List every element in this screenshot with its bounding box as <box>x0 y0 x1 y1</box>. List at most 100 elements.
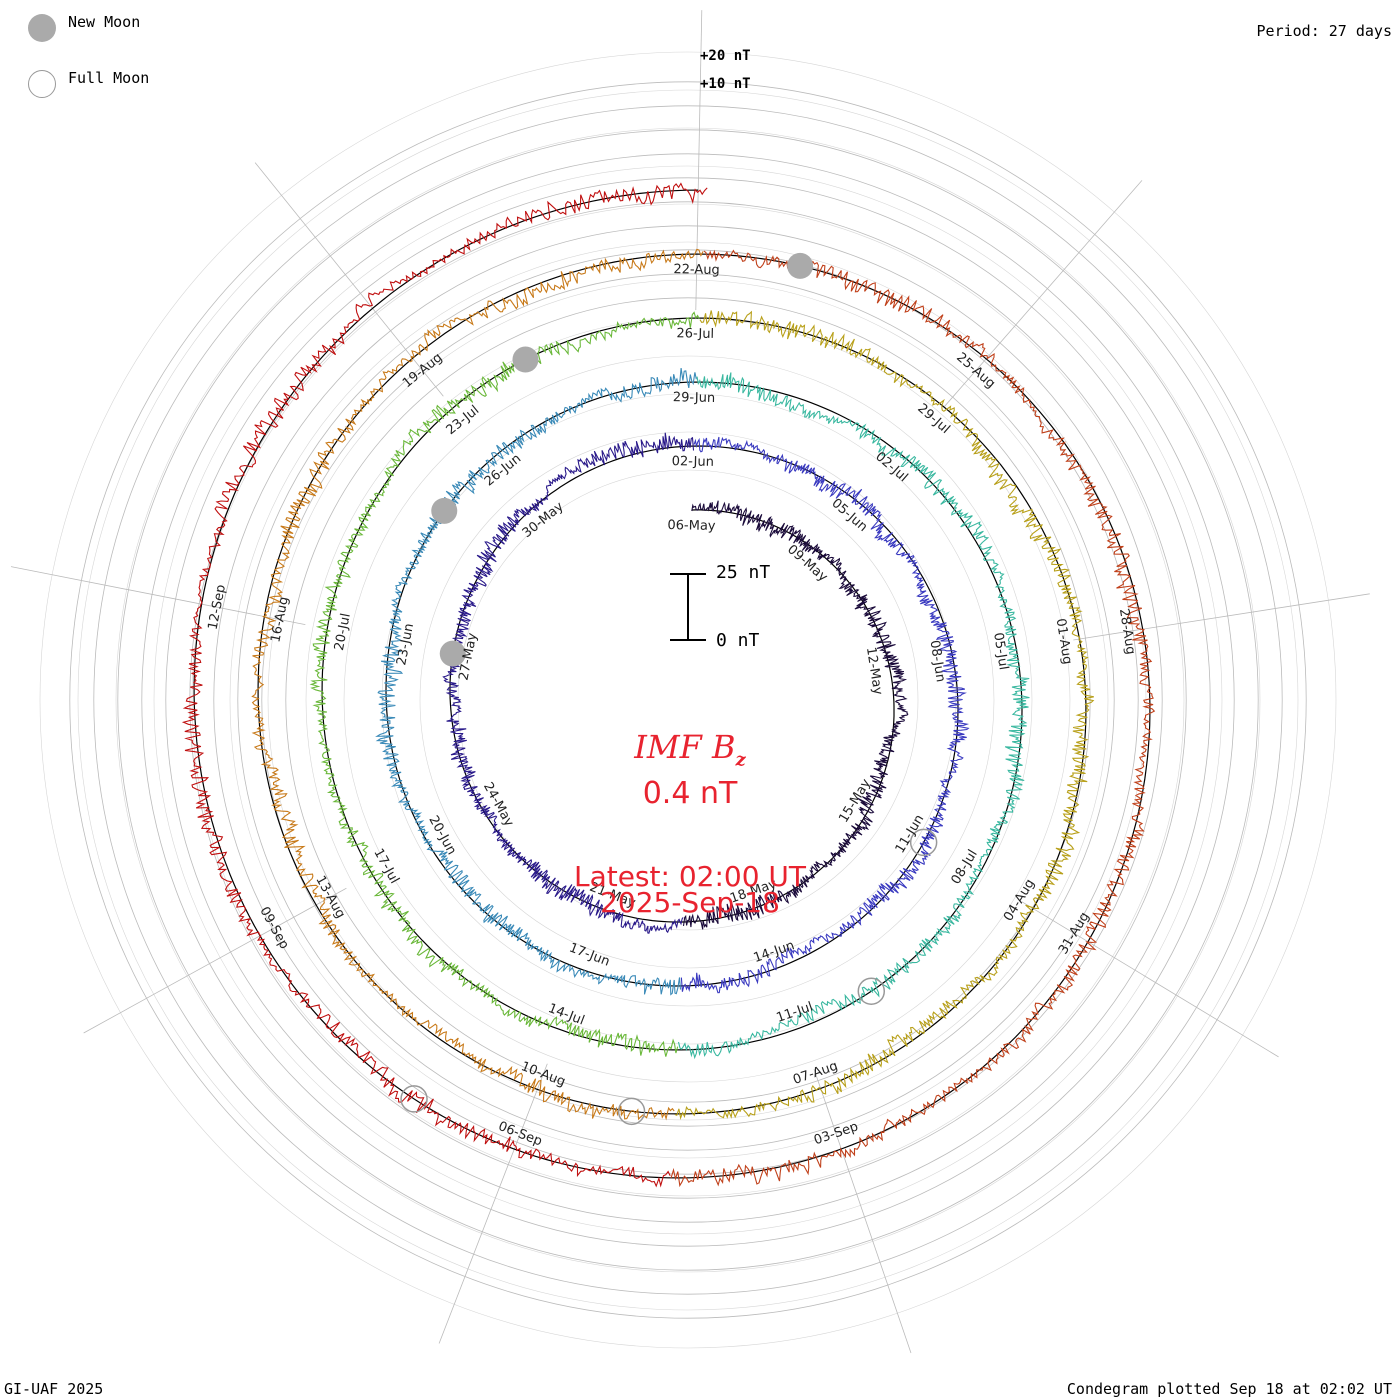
bz-series-segment <box>309 311 700 1057</box>
inner-gridline <box>305 317 1071 1083</box>
full-moon-icon <box>28 70 56 98</box>
chart-title-main: IMF B <box>634 728 736 766</box>
new-moon-marker <box>439 640 466 667</box>
date-label: 17-Jun <box>567 940 612 969</box>
bz-series-segment <box>181 182 708 1188</box>
credit-label: GI-UAF 2025 <box>4 1380 104 1398</box>
ring-scale-plus10: +10 nT <box>700 76 751 92</box>
date-label: 08-Jul <box>949 847 981 887</box>
inner-gridline <box>343 355 1033 1045</box>
ring-gridline <box>261 273 1115 1127</box>
radial-spoke <box>438 1063 548 1344</box>
inner-gridline <box>419 431 957 969</box>
date-label: 22-Aug <box>673 262 720 278</box>
date-label: 27-May <box>456 631 480 681</box>
full-moon-marker <box>617 1097 646 1126</box>
ring-gridlines <box>39 51 1337 1349</box>
ring-gridline <box>141 153 1235 1247</box>
date-label: 13-Aug <box>312 873 348 921</box>
bz-series-segment <box>674 310 1095 1121</box>
period-label: Period: 27 days <box>1256 22 1392 40</box>
radial-spoke <box>1021 901 1279 1058</box>
ring-gridline <box>165 177 1211 1223</box>
date-label: 29-Jun <box>673 390 716 406</box>
bz-series-segment <box>375 368 697 996</box>
legend-new-moon: New Moon <box>28 13 141 42</box>
date-label: 12-Sep <box>206 583 230 631</box>
date-label: 06-May <box>667 518 716 534</box>
date-label: 31-Aug <box>1056 910 1093 957</box>
date-label: 08-Jun <box>927 639 948 683</box>
plotted-timestamp: Condegram plotted Sep 18 at 02:02 UT <box>1066 1380 1392 1398</box>
scale-bar-top-label: 25 nT <box>716 562 771 583</box>
date-label: 05-Jul <box>990 632 1011 672</box>
inner-gridline <box>115 127 1261 1273</box>
date-label: 02-Jun <box>672 454 715 470</box>
new-moon-marker <box>512 346 539 373</box>
date-label: 20-Jun <box>425 813 459 857</box>
chart-title: IMF Bz <box>490 728 890 770</box>
radial-spoke <box>254 162 444 397</box>
ring-scale-plus20: +20 nT <box>700 48 751 64</box>
radial-spoke <box>83 887 347 1034</box>
ring-gridline <box>237 249 1139 1151</box>
inner-gridline <box>267 279 1109 1121</box>
date-label: 19-Aug <box>400 350 445 391</box>
bz-series-segment <box>251 248 704 1121</box>
current-value: 0.4 nT <box>642 776 738 811</box>
full-moon-marker <box>400 1085 428 1113</box>
latest-time: Latest: 02:00 UT <box>573 860 807 893</box>
scale-bar <box>670 573 706 641</box>
scale-bar-bottom-label: 0 nT <box>716 630 760 651</box>
ring-gridline <box>117 129 1259 1271</box>
radial-spoke <box>1073 593 1370 641</box>
ring-gridline <box>213 225 1163 1175</box>
inner-gridline <box>39 51 1337 1349</box>
new-moon-marker <box>787 252 814 279</box>
ring-gridline <box>93 105 1283 1295</box>
full-moon-marker <box>857 977 886 1005</box>
date-label: 04-Aug <box>1001 877 1038 924</box>
bz-series-segment <box>682 500 909 930</box>
bz-series <box>181 182 1156 1188</box>
radial-spoke <box>813 1068 912 1354</box>
ring-gridline <box>285 297 1091 1103</box>
date-labels: 06-May09-May12-May15-May18-May21-May24-M… <box>206 262 1138 1149</box>
date-label: 11-Jun <box>893 812 928 856</box>
inner-gridline <box>153 165 1223 1235</box>
date-label: 20-Jul <box>332 612 354 652</box>
radial-spoke <box>695 10 703 311</box>
radial-spoke <box>10 566 306 626</box>
date-label: 17-Jul <box>370 846 401 886</box>
bz-series-segment <box>670 249 1156 1188</box>
full-moon-marker <box>909 828 938 857</box>
latest-date: 2025-Sep-18 <box>600 886 780 919</box>
chart-title-subscript: z <box>735 749 746 771</box>
inner-gridline <box>191 203 1185 1197</box>
radial-spoke <box>944 180 1143 407</box>
date-label: 30-May <box>520 499 567 541</box>
moon-markers <box>400 252 938 1126</box>
date-label: 28-Aug <box>1116 608 1138 656</box>
legend-full-moon-label: Full Moon <box>68 69 150 87</box>
date-label: 23-Jul <box>444 403 483 438</box>
ring-gridline <box>189 201 1187 1199</box>
date-label: 14-Jun <box>752 938 797 966</box>
bz-series-segment <box>442 432 695 934</box>
bz-series-segment <box>680 436 970 994</box>
date-label: 12-May <box>863 646 885 696</box>
inner-gridline <box>77 89 1299 1311</box>
new-moon-icon <box>28 14 56 42</box>
ring-gridline <box>69 81 1307 1319</box>
bz-series-segment <box>677 372 1030 1060</box>
date-label: 01-Aug <box>1053 617 1075 665</box>
radial-spokes <box>10 10 1370 1354</box>
legend-full-moon: Full Moon <box>28 69 150 98</box>
zero-baseline-spiral <box>193 189 1151 1179</box>
legend-new-moon-label: New Moon <box>68 13 141 31</box>
date-label: 16-Aug <box>268 595 292 643</box>
new-moon-marker <box>431 497 458 524</box>
zero-baseline <box>193 189 1151 1179</box>
date-label: 26-Jul <box>676 326 714 342</box>
